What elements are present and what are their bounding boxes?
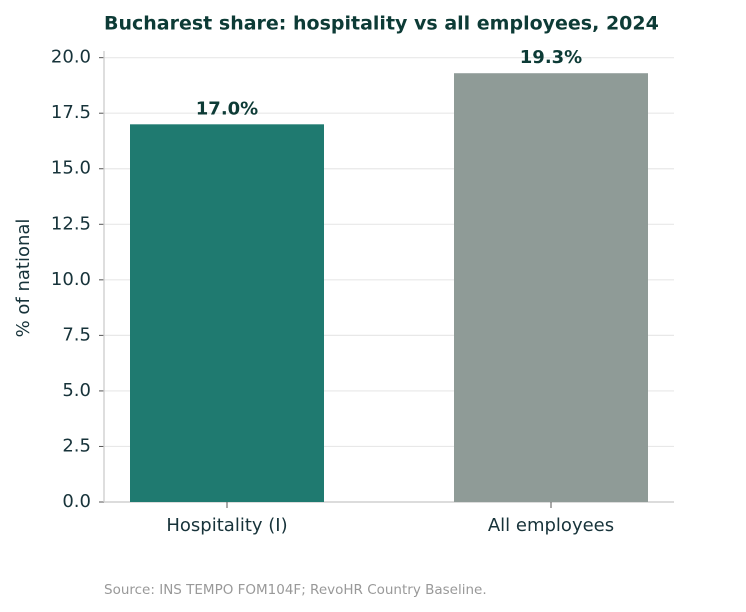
y-tick-label: 7.5 [62,324,91,345]
y-tick-label: 10.0 [51,269,91,290]
value-label: 19.3% [520,47,582,68]
x-tick-label: All employees [488,515,614,536]
y-tick-label: 12.5 [51,213,91,234]
y-tick-label: 2.5 [62,435,91,456]
bar [454,73,648,503]
y-tick-label: 5.0 [62,380,91,401]
y-tick-label: 17.5 [51,102,91,123]
y-tick-label: 15.0 [51,158,91,179]
value-label: 17.0% [196,98,258,119]
source-note: Source: INS TEMPO FOM104F; RevoHR Countr… [104,582,487,598]
y-axis-label: % of national [13,219,34,338]
chart-title: Bucharest share: hospitality vs all empl… [104,13,659,35]
y-tick-label: 20.0 [51,47,91,68]
y-tick-label: 0.0 [62,491,91,512]
bar [130,124,324,502]
x-tick-label: Hospitality (I) [166,515,287,536]
